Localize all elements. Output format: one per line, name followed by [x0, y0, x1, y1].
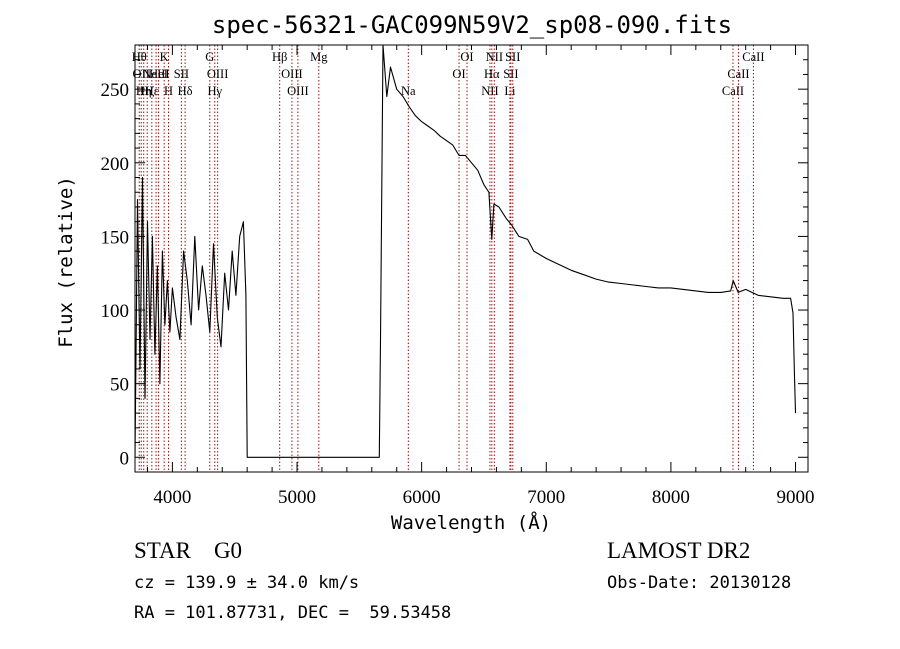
spectral-line-label: Hθ: [132, 50, 147, 64]
x-tick-label: 6000: [403, 487, 441, 508]
spectral-line-label: Li: [504, 84, 516, 98]
spectrum-series-line: [134, 44, 797, 458]
spectral-line-label: OI: [460, 50, 473, 64]
y-tick-label: 50: [110, 375, 129, 396]
x-tick-label: 4000: [153, 487, 191, 508]
spectral-line-label: OII: [133, 67, 150, 81]
spectral-line-label: Hβ: [272, 50, 287, 64]
redshift-velocity: cz = 139.9 ± 34.0 km/s: [134, 573, 360, 593]
spectral-line-label: Hδ: [178, 84, 193, 98]
y-tick-label: 0: [120, 448, 130, 469]
object-class: STAR G0: [134, 538, 243, 563]
spectral-line-label: Hα: [484, 67, 500, 81]
spectral-line-label: NeIII: [143, 67, 170, 81]
spectral-line-label: Hε: [145, 84, 159, 98]
spectral-line-label: OI: [452, 67, 465, 81]
y-tick-label: 100: [101, 301, 130, 322]
observation-date: Obs-Date: 20130128: [607, 573, 792, 593]
spectral-line-label: SII: [503, 67, 518, 81]
spectral-line-label: NII: [481, 84, 498, 98]
x-tick-label: 9000: [777, 487, 815, 508]
plot-frame: [134, 44, 809, 473]
chart-title: spec-56321-GAC099N59V2_sp08-090.fits: [212, 11, 732, 39]
spectral-line-label: CaII: [722, 84, 744, 98]
spectral-line-label: Hζ: [140, 84, 154, 98]
spectral-line-label: HeI: [149, 67, 168, 81]
spectral-line-label: OIII: [287, 84, 309, 98]
y-tick-label: 200: [101, 154, 130, 175]
spectral-line-label: SII: [505, 50, 520, 64]
axis-tick-labels: 4000 5000 6000 7000 8000 9000 0 50 100 150 200 250: [101, 80, 815, 508]
x-tick-label: 8000: [652, 487, 690, 508]
spectral-line-label: OIII: [281, 67, 303, 81]
spectral-line-label: K: [160, 50, 169, 64]
spectral-line-label: CaII: [742, 50, 764, 64]
coordinates: RA = 101.87731, DEC = 59.53458: [134, 603, 452, 623]
spectral-line-label: G: [205, 50, 214, 64]
spectral-line-label: NII: [486, 50, 503, 64]
spectral-line-label: H: [164, 84, 173, 98]
survey-name: LAMOST DR2: [607, 538, 751, 563]
axis-ticks: [135, 45, 808, 472]
x-tick-label: 7000: [527, 487, 565, 508]
x-tick-label: 5000: [278, 487, 316, 508]
spectral-line-label: CaII: [727, 67, 749, 81]
y-axis-label: Flux (relative): [55, 176, 77, 348]
y-tick-label: 250: [101, 80, 130, 101]
y-tick-label: 150: [101, 227, 130, 248]
spectral-line-label: OIII: [207, 67, 229, 81]
spectral-line-label: Na: [401, 84, 416, 98]
x-axis-label: Wavelength (Å): [391, 511, 551, 534]
spectral-line-label: Mg: [310, 50, 328, 64]
spectral-line-markers: HθOIIHηHζHεNeIIIHeIKHSIIHδGHγOIIIHβOIIIO…: [132, 45, 765, 472]
spectral-line-label: SII: [174, 67, 189, 81]
spectral-line-label: Hγ: [207, 84, 222, 98]
